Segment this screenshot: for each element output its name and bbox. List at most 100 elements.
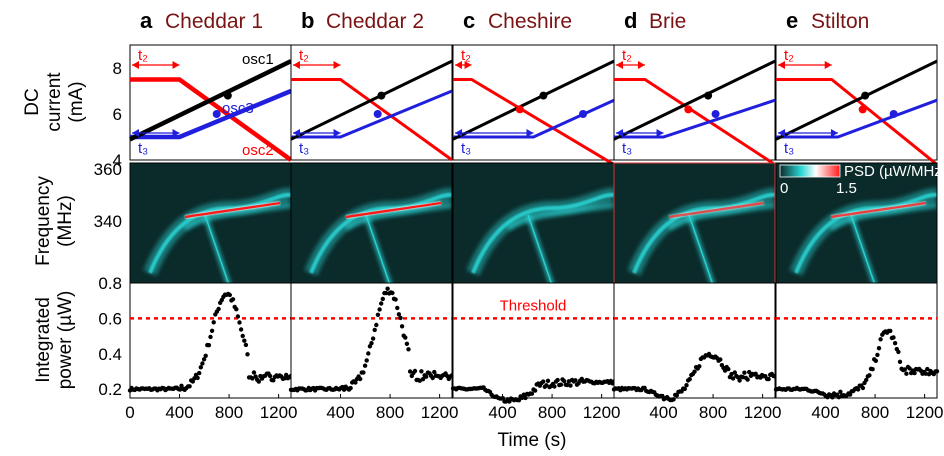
power-point [568,383,573,388]
osc3-line [453,98,615,139]
power-point [687,377,692,382]
x-tick-label: 400 [811,403,839,422]
crossing-marker [515,105,524,114]
power-point [238,327,244,332]
power-point [242,338,247,343]
bottom-y-tick: 0.4 [98,345,122,364]
power-point [430,375,435,381]
top-y-label: DC current (mA) [22,72,87,132]
crossing-marker [711,110,720,118]
t2-label: t₂ [138,47,148,64]
branch-core [794,192,937,274]
power-point [555,377,560,383]
integrated-power-plot: 400 800 1200 [288,282,459,422]
panel-e: t₂ t₃ 400 800 1200 [773,44,944,422]
power-point [860,385,866,391]
osc3-line [130,88,292,140]
panel-name: Cheddar 2 [326,10,424,33]
x-axis-label: Time (s) [498,430,567,451]
power-point [529,391,535,396]
t2-arrowhead-left [293,61,300,69]
t3-arrowhead-right [526,129,534,137]
panel-name: Cheddar 1 [165,10,263,33]
top-y-label-line: (mA) [66,81,87,122]
panel-d: t₂ t₃ 400 800 1200 [611,44,782,422]
panel-letter: a [140,8,153,33]
power-point [187,384,192,389]
branch-core [632,192,775,274]
osc3-label: osc3 [222,100,254,117]
power-point [230,297,236,302]
crossing-marker [704,91,713,100]
x-tick-label: 400 [165,403,193,422]
row-y-labels: DC current (mA) Frequency (MHz) Integrated pow… [22,59,122,399]
power-point [271,378,276,383]
t2-label: t₂ [622,47,632,64]
power-point [404,341,410,346]
power-point [385,286,390,291]
power-point [380,296,385,302]
t3-arrowhead-right [830,129,838,137]
power-point [399,324,405,329]
bottom-y-tick: 0.6 [98,309,122,328]
t2-arrowhead-right [637,61,645,69]
panel-letter: e [786,8,798,33]
threshold-label: Threshold [500,297,567,314]
power-point [867,373,872,378]
power-point [366,351,371,356]
osc2-line [453,78,615,166]
power-point [251,370,257,375]
panel-name: Cheshire [488,10,572,33]
t2-arrowhead-right [464,61,472,69]
crossing-marker [684,105,693,114]
branch-core [471,192,614,274]
colorbar-min: 0 [780,180,788,197]
bottom-y-label: Integrated power (µW) [33,291,76,390]
integrated-power-plot: 0 400 800 1200 [125,282,298,422]
crossing-marker [861,91,870,100]
frequency-heatmap [452,162,615,284]
x-tick-label: 400 [488,403,516,422]
power-point [197,370,202,376]
heatmap-traces [304,187,452,283]
osc1-line [452,59,615,141]
power-point [896,349,901,355]
locked-band [830,201,927,219]
t3-label: t₃ [461,140,471,157]
power-point [420,377,426,382]
crossing-marker [212,110,221,118]
panel-title-c: c Cheshire [463,8,572,33]
power-point [925,366,930,372]
frequency-heatmap [775,162,938,284]
falling-core [688,214,714,283]
frequency-heatmap [613,162,776,284]
power-point [729,371,734,377]
power-point [523,395,528,401]
power-point [358,376,363,382]
top-y-label-line: DC [22,88,43,115]
plot-frame [452,44,615,161]
power-point [838,389,843,394]
power-point [240,333,245,339]
crossing-marker [223,91,232,100]
upper-branch [829,202,937,231]
power-point [245,352,250,357]
crossing-marker [373,110,382,118]
upper-branch [344,202,452,231]
power-point [235,314,241,319]
panel-title-b: b Cheddar 2 [301,8,424,33]
power-point [684,383,689,388]
power-point [362,363,368,368]
t2-arrowhead-left [455,61,462,69]
power-point [379,301,384,306]
t3-arrowhead-left [455,129,462,137]
heatmap-traces [789,187,937,283]
power-point [923,371,928,376]
power-point [864,377,869,383]
panel-letter: d [624,8,637,33]
t3-label: t₃ [299,140,309,157]
bottom-y-label-line: power (µW) [55,291,76,390]
power-point [234,307,239,312]
falling-core [527,214,553,283]
t3-arrowhead-left [132,129,139,137]
